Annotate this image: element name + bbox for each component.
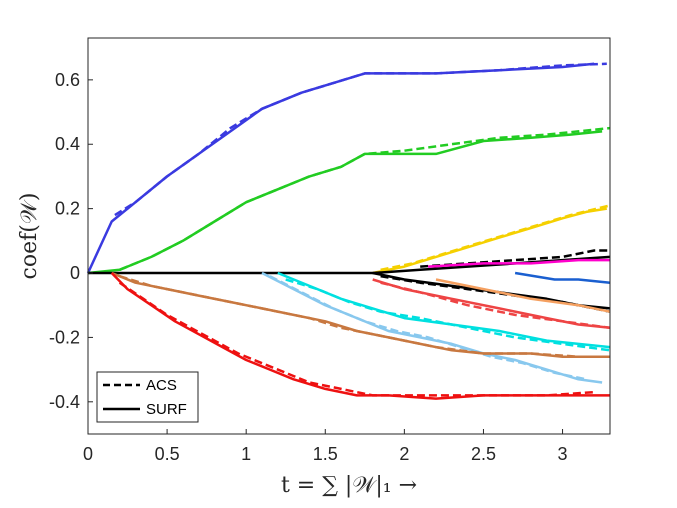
series-line-1-dashed <box>114 62 607 217</box>
series-line-17-solid <box>261 271 603 384</box>
series-line-8-solid <box>428 258 610 268</box>
x-tick-label: 0.5 <box>155 444 180 464</box>
plot-area <box>88 38 610 434</box>
tick-layer: 0 0.5 1 1.5 2 2.5 3 -0.4 -0.2 0 0.2 0.4 0.6 <box>49 70 568 464</box>
x-axis-label: t = ∑ |𝒲|₁ → <box>281 473 417 498</box>
x-tick-label: 1.5 <box>313 444 338 464</box>
legend-label-acs: ACS <box>146 377 177 394</box>
series-line-18-dashed <box>269 275 587 381</box>
y-axis-label: coef(𝒲) <box>17 193 42 280</box>
y-tick-label: 0 <box>70 263 80 283</box>
series-line-5-dashed <box>380 204 611 272</box>
series-line-14-dashed <box>380 281 611 330</box>
series-layer <box>86 62 611 400</box>
series-line-3-dashed <box>119 126 611 271</box>
series-line-11-dashed <box>380 274 611 313</box>
x-tick-label: 1 <box>241 444 251 464</box>
legend-label-surf: SURF <box>146 401 187 418</box>
series-line-20-dashed <box>119 275 579 358</box>
series-line-16-dashed <box>285 278 611 352</box>
series-line-9-solid <box>514 271 611 284</box>
plot-frame <box>87 37 611 435</box>
x-tick-label: 3 <box>558 444 568 464</box>
series-line-12-solid <box>435 278 611 313</box>
x-tick-label: 0 <box>83 444 93 464</box>
y-tick-label: 0.6 <box>55 70 80 90</box>
x-tick-label: 2 <box>399 444 409 464</box>
y-tick-label: 0.4 <box>55 134 80 154</box>
y-tick-label: 0.2 <box>55 199 80 219</box>
legend: ACS SURF <box>96 371 199 423</box>
legend-box <box>96 371 199 423</box>
y-tick-label: -0.2 <box>49 327 80 347</box>
y-tick-label: -0.4 <box>49 392 80 412</box>
x-tick-label: 2.5 <box>471 444 496 464</box>
